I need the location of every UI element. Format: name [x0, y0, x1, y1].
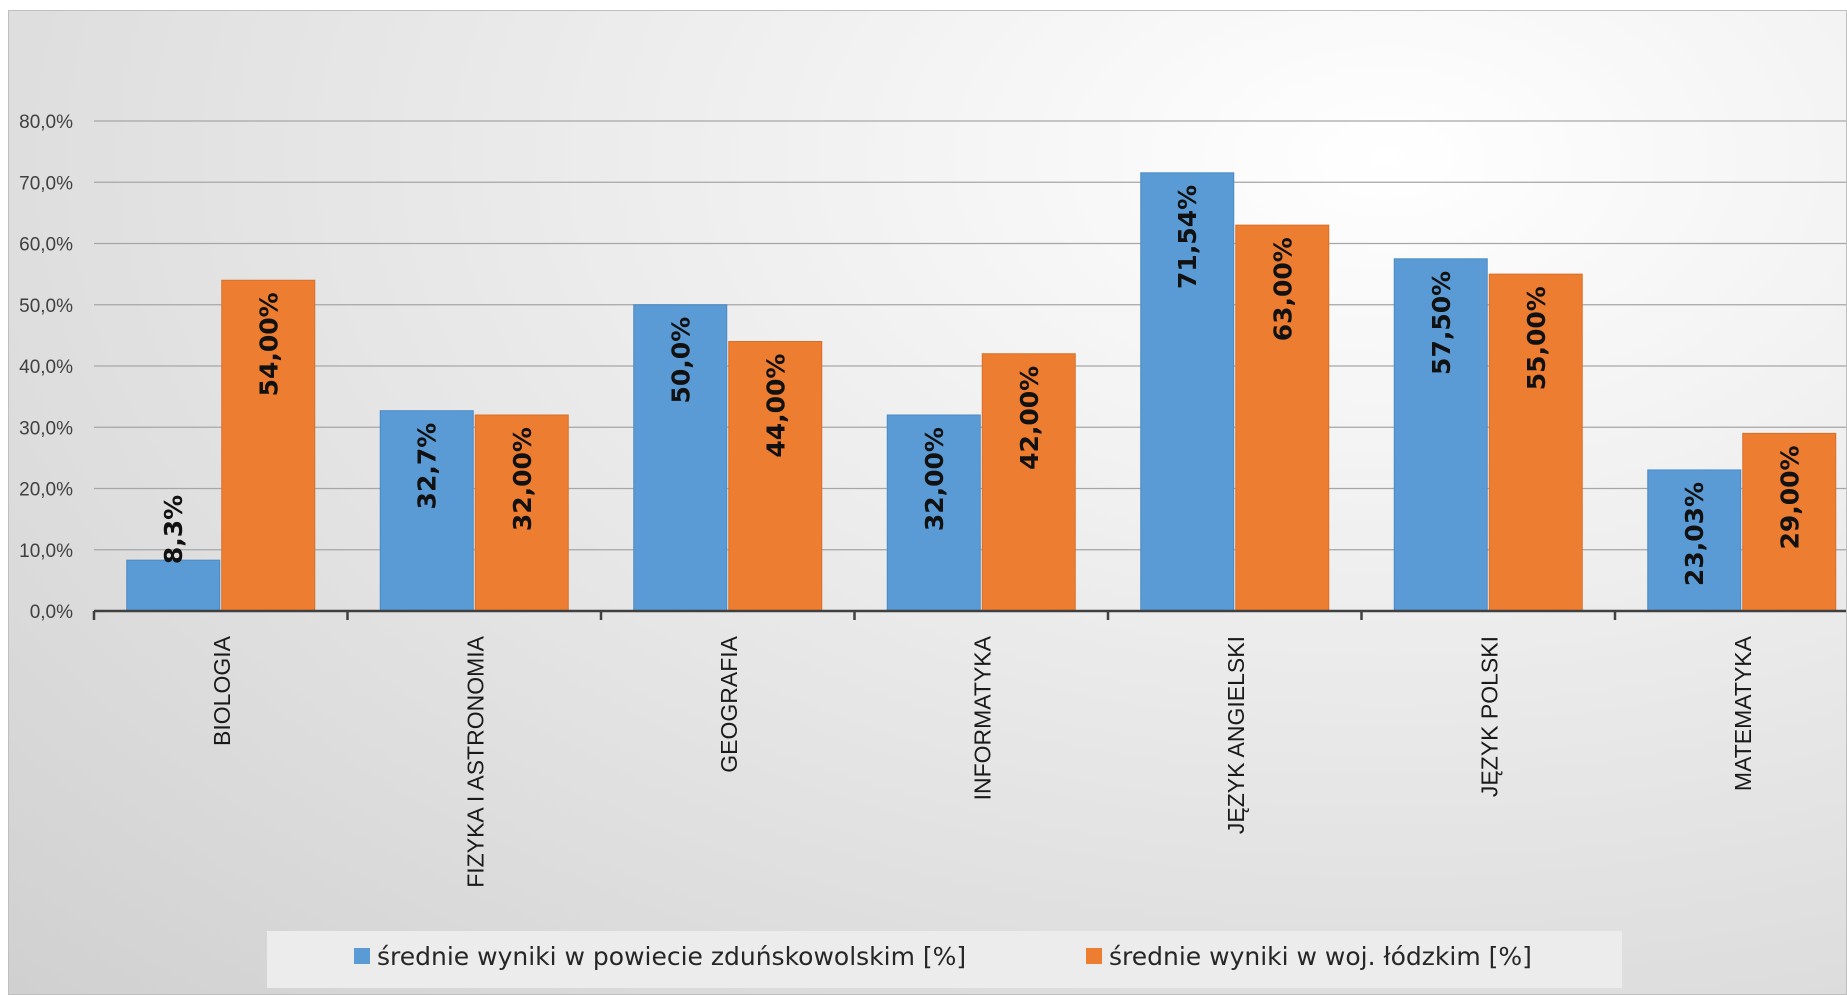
y-tick-label: 20,0%	[19, 480, 73, 501]
data-label: 32,00%	[920, 427, 949, 531]
y-tick-label: 80,0%	[19, 112, 73, 133]
bar-voivodeship-7	[1742, 432, 1837, 612]
data-label: 29,00%	[1775, 445, 1804, 549]
x-axis	[92, 609, 1846, 620]
x-tick-label: INFORMATYKA	[969, 635, 995, 800]
data-label: 57,50%	[1427, 271, 1456, 375]
data-label: 54,00%	[254, 292, 283, 396]
legend-swatch	[354, 948, 370, 964]
data-label: 50,0%	[666, 317, 695, 404]
legend-swatch	[1086, 948, 1102, 964]
legend-box	[267, 931, 1622, 988]
bar-voivodeship-2	[474, 414, 569, 612]
data-label: 55,00%	[1522, 286, 1551, 390]
data-label: 71,54%	[1173, 185, 1202, 289]
bar-county-1	[126, 559, 221, 612]
y-tick-label: 10,0%	[19, 541, 73, 562]
x-tick-label: JĘZYK POLSKI	[1476, 636, 1502, 797]
data-label: 42,00%	[1015, 366, 1044, 470]
bar-voivodeship-6	[1488, 273, 1583, 612]
data-labels: 8,3% 54,00% 32,7% 32,00% 50,0% 44,00% 32,00% 42…	[159, 185, 1804, 586]
bar-county-7	[1647, 469, 1742, 612]
bar-voivodeship-4	[981, 353, 1076, 612]
x-tick-label: FIZYKA I ASTRONOMIA	[462, 635, 488, 887]
bar-voivodeship-3	[728, 341, 823, 612]
legend-label: średnie wyniki w powiecie zduńskowolskim…	[377, 942, 966, 971]
bars	[126, 172, 1837, 612]
bar-chart: 0,0% 10,0% 20,0% 30,0% 40,0% 50,0% 60,0% 70,0% 8…	[19, 112, 1846, 988]
bar-voivodeship-1	[221, 279, 316, 612]
bar-county-4	[886, 414, 981, 612]
y-tick-label: 50,0%	[19, 296, 73, 317]
y-tick-label: 40,0%	[19, 357, 73, 378]
legend: średnie wyniki w powiecie zduńskowolskim…	[267, 931, 1622, 988]
bar-county-6	[1393, 258, 1488, 612]
y-axis-tick-labels: 0,0% 10,0% 20,0% 30,0% 40,0% 50,0% 60,0% 70,0% 8…	[19, 112, 73, 623]
y-tick-label: 30,0%	[19, 418, 73, 439]
x-tick-label: GEOGRAFIA	[716, 635, 742, 772]
chart-frame: 0,0% 10,0% 20,0% 30,0% 40,0% 50,0% 60,0% 70,0% 8…	[8, 10, 1847, 995]
y-tick-label: 70,0%	[19, 173, 73, 194]
bar-county-5	[1140, 172, 1235, 612]
legend-label: średnie wyniki w woj. łódzkim [%]	[1109, 942, 1532, 971]
data-label: 63,00%	[1268, 237, 1297, 341]
data-label: 23,03%	[1680, 482, 1709, 586]
data-label: 32,7%	[413, 423, 442, 510]
x-tick-label: BIOLOGIA	[209, 635, 235, 746]
bar-county-2	[379, 410, 474, 612]
bar-county-3	[633, 304, 728, 612]
x-tick-label: MATEMATYKA	[1730, 635, 1756, 791]
data-label: 32,00%	[508, 427, 537, 531]
y-tick-label: 60,0%	[19, 235, 73, 256]
category-labels: BIOLOGIA FIZYKA I ASTRONOMIA GEOGRAFIA INFO…	[209, 635, 1756, 887]
y-tick-label: 0,0%	[30, 602, 73, 623]
data-label: 44,00%	[761, 354, 790, 458]
x-tick-label: JĘZYK ANGIELSKI	[1223, 636, 1249, 834]
data-label: 8,3%	[159, 495, 188, 564]
